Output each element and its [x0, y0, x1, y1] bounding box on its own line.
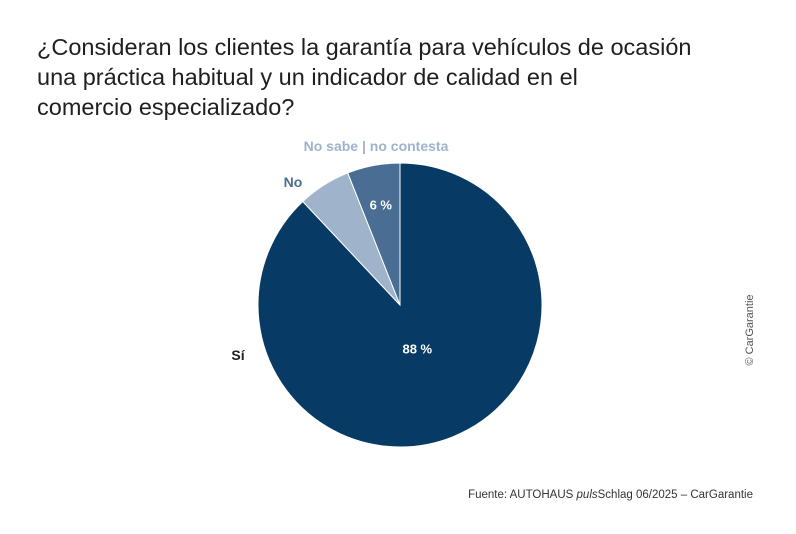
slice-category-label-1: Sí — [231, 347, 245, 363]
source-prefix: Fuente: AUTOHAUS — [468, 489, 577, 501]
slice-value-label-3: 6 % — [370, 198, 393, 213]
title-line-2: una práctica habitual y un indicador de … — [37, 64, 578, 90]
title-line-1: ¿Consideran los clientes la garantía par… — [37, 34, 692, 60]
chart-title: ¿Consideran los clientes la garantía par… — [37, 32, 737, 122]
slice-category-label-2: No sabe | no contesta — [304, 138, 449, 154]
slice-category-label-3: No — [284, 174, 303, 190]
source-note: Fuente: AUTOHAUS pulsSchlag 06/2025 – Ca… — [468, 489, 753, 501]
source-suffix: Schlag 06/2025 – CarGarantie — [597, 489, 753, 501]
copyright-text: © CarGarantie — [744, 294, 756, 366]
pie-slice-3 — [347, 162, 401, 306]
pie-slice-1 — [257, 162, 543, 448]
source-italic: puls — [576, 489, 598, 501]
slice-value-label-1: 88 % — [402, 342, 432, 357]
title-line-3: comercio especializado? — [37, 94, 295, 120]
